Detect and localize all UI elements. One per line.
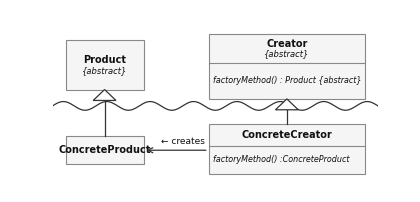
Polygon shape (276, 99, 298, 110)
Text: Product: Product (83, 55, 126, 65)
Text: factoryMethod() : Product {abstract}: factoryMethod() : Product {abstract} (213, 76, 361, 85)
Polygon shape (93, 89, 116, 100)
Bar (66, 40, 144, 89)
Bar (209, 34, 365, 99)
Bar (66, 136, 144, 164)
Bar (209, 124, 365, 174)
Text: ← creates: ← creates (161, 137, 205, 146)
Text: factoryMethod() :ConcreteProduct: factoryMethod() :ConcreteProduct (213, 155, 349, 164)
Text: Creator: Creator (266, 39, 307, 49)
Text: ConcreteProduct: ConcreteProduct (58, 145, 151, 155)
Text: {abstract}: {abstract} (82, 66, 127, 75)
Text: {abstract}: {abstract} (264, 49, 310, 58)
Text: ConcreteCreator: ConcreteCreator (241, 130, 332, 140)
